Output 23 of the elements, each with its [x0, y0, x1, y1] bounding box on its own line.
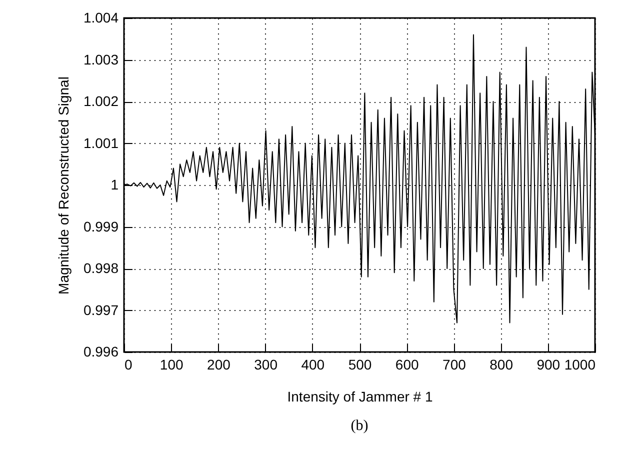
- y-tick-label: 0.999: [83, 218, 119, 234]
- y-tick-label: 0.998: [83, 260, 119, 276]
- x-tick-label: 400: [301, 356, 325, 372]
- x-tick-label: 0: [124, 356, 132, 372]
- y-tick-label: 1.004: [83, 10, 119, 26]
- x-tick-label: 500: [348, 356, 372, 372]
- y-tick-label: 1: [110, 176, 119, 192]
- x-tick-label: 900: [536, 356, 560, 372]
- y-axis-title: Magnitude of Reconstructed Signal: [55, 76, 72, 294]
- x-tick-label: 1000: [564, 356, 596, 372]
- x-tick-label: 700: [442, 356, 466, 372]
- y-tick-label: 1.001: [83, 134, 119, 151]
- x-tick-label: 100: [160, 356, 184, 372]
- x-tick-label: 800: [490, 356, 514, 372]
- text: (b): [350, 418, 368, 434]
- x-tick-label: 200: [207, 356, 231, 372]
- x-axis-title: Intensity of Jammer # 1: [287, 388, 433, 404]
- x-tick-label: 300: [254, 356, 278, 372]
- y-tick-label: 0.997: [83, 302, 119, 318]
- y-tick-label: 0.996: [83, 344, 119, 360]
- y-tick-label: 1.002: [83, 93, 119, 109]
- y-tick-label: 1.003: [83, 51, 119, 68]
- x-tick-label: 600: [395, 356, 419, 372]
